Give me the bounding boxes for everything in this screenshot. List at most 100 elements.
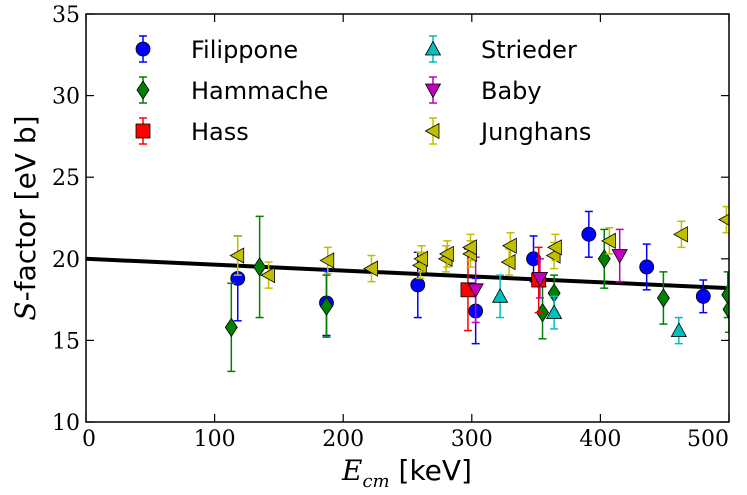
strieder-point (491, 274, 509, 319)
fit-line (86, 256, 729, 291)
junghans-point (319, 246, 335, 275)
y-tick-label: 10 (52, 411, 80, 436)
strieder-point (670, 316, 688, 345)
legend-item-junghans: Junghans (424, 117, 591, 146)
legend-marker-strieder (424, 40, 442, 56)
junghans-point (547, 233, 562, 262)
junghans-marker (547, 239, 562, 256)
baby-marker (531, 271, 549, 287)
hammache-point (224, 282, 238, 373)
hammache-point (722, 285, 729, 333)
series-junghans (229, 205, 729, 289)
junghans-marker (439, 245, 454, 263)
junghans-marker (502, 237, 517, 254)
legend-marker-hass (135, 123, 151, 139)
y-axis-symbol: S (9, 301, 42, 320)
junghans-marker (229, 247, 245, 264)
x-axis-subscript: cm (362, 471, 389, 492)
y-tick-label: 20 (52, 248, 80, 273)
junghans-marker (319, 252, 335, 269)
x-tick-label: 400 (579, 427, 621, 452)
y-tick-label: 25 (52, 166, 80, 191)
junghans-point (363, 254, 378, 283)
legend-item-filippone: Filippone (135, 35, 298, 64)
x-tick-label: 200 (322, 427, 364, 452)
series-hammache (224, 215, 729, 373)
junghans-point (413, 244, 429, 273)
filippone-marker (581, 226, 597, 242)
x-axis-title: Ecm [keV] (341, 454, 472, 492)
y-tick-label: 30 (52, 85, 80, 110)
legend-marker-hammache (136, 80, 150, 100)
filippone-marker (410, 277, 426, 293)
x-axis-unit: [keV] (390, 454, 472, 487)
hammache-marker (253, 257, 267, 277)
legend-label: Junghans (479, 118, 591, 146)
filippone-point (695, 279, 711, 314)
junghans-marker (413, 250, 429, 267)
legend: Filippone Hammache Hass Strieder Baby Junghan… (135, 35, 591, 146)
x-tick-label: 0 (82, 427, 96, 452)
hammache-marker (722, 299, 729, 320)
hammache-point (656, 271, 670, 325)
junghans-point (601, 227, 616, 255)
baby-marker (611, 249, 628, 264)
plot-frame (85, 13, 730, 423)
x-tick-label: 500 (687, 427, 729, 452)
junghans-point (260, 261, 276, 289)
legend-item-strieder: Strieder (424, 35, 577, 64)
strieder-point (545, 295, 563, 330)
strieder-marker (545, 304, 563, 320)
baby-point (611, 228, 628, 283)
strieder-marker (670, 322, 688, 338)
legend-label: Hammache (191, 77, 328, 105)
y-tick-label: 15 (52, 329, 80, 354)
junghans-point (718, 205, 729, 234)
baby-point (531, 258, 549, 299)
baby-marker (467, 283, 484, 299)
hammache-marker (597, 249, 611, 269)
series-baby (467, 228, 628, 324)
legend-label: Hass (191, 118, 249, 146)
strieder-marker (491, 288, 509, 303)
filippone-point (581, 210, 597, 258)
fit-line-layer (86, 256, 729, 291)
junghans-marker (718, 213, 729, 226)
hammache-marker (224, 317, 238, 338)
hammache-point (253, 215, 267, 319)
filippone-marker (695, 288, 711, 304)
legend-label: Filippone (191, 36, 298, 64)
junghans-point (229, 235, 245, 276)
junghans-point (462, 233, 477, 262)
legend-item-baby: Baby (424, 76, 542, 105)
y-tick-label: 35 (52, 3, 80, 28)
legend-marker-junghans (424, 122, 440, 140)
x-tick-label: 300 (451, 427, 493, 452)
tick-labels: 0 100 200 300 400 500 10 15 20 25 30 35 (52, 3, 729, 452)
y-axis-title: S-factor [eV b] (9, 115, 42, 320)
hammache-marker (656, 288, 670, 308)
junghans-point (439, 240, 454, 268)
junghans-marker (363, 260, 378, 277)
x-axis-symbol: E (341, 454, 362, 487)
legend-item-hammache: Hammache (136, 76, 328, 105)
junghans-point (500, 248, 516, 276)
data-points-layer (224, 205, 729, 373)
hammache-point (320, 274, 333, 338)
junghans-marker (260, 266, 276, 284)
junghans-marker (673, 226, 688, 243)
legend-marker-filippone (135, 41, 151, 57)
legend-label: Strieder (481, 36, 577, 64)
hammache-marker (320, 296, 333, 316)
axis-ticks (85, 13, 730, 423)
legend-label: Baby (481, 77, 542, 105)
junghans-marker (462, 239, 477, 256)
junghans-marker (601, 232, 616, 250)
y-axis-rest: -factor [eV b] (9, 115, 42, 301)
legend-marker-baby (424, 83, 442, 99)
filippone-marker (639, 259, 655, 275)
x-tick-label: 100 (194, 427, 236, 452)
junghans-point (673, 220, 688, 249)
legend-item-hass: Hass (135, 117, 249, 146)
